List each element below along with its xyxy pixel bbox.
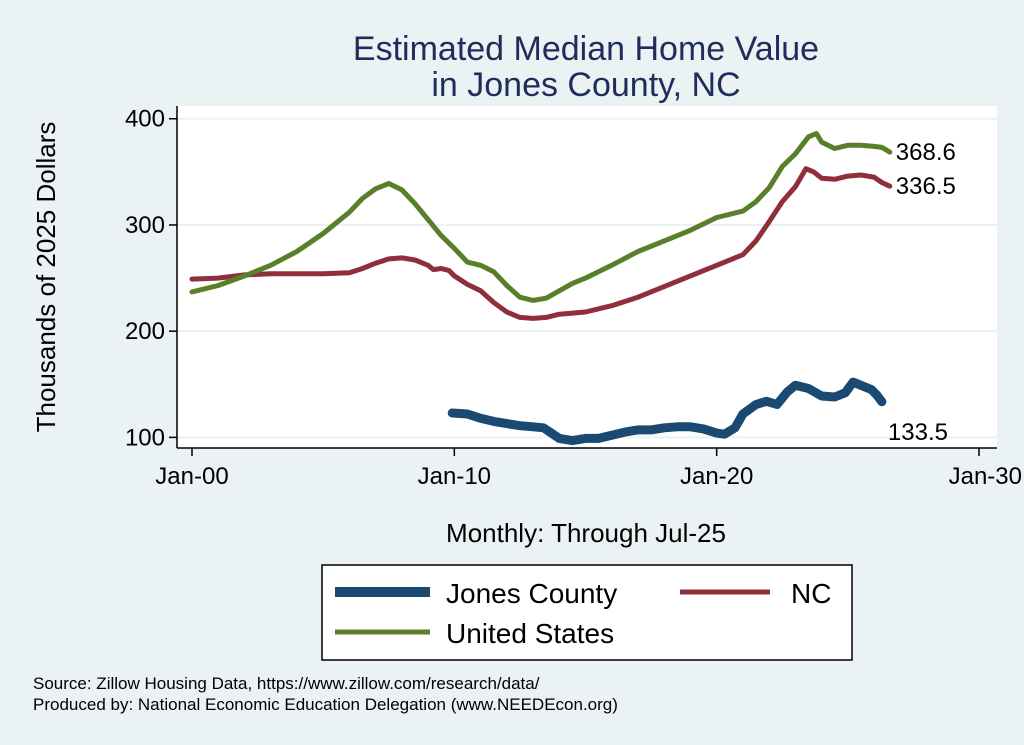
x-axis-title: Monthly: Through Jul-25 [446, 518, 726, 548]
legend-label-nc: NC [791, 578, 831, 609]
y-tick-label-100: 100 [125, 424, 165, 451]
footer-source: Source: Zillow Housing Data, https://www… [33, 674, 540, 693]
end-labels: 133.5 336.5 368.6 [888, 139, 956, 446]
y-tick-label-200: 200 [125, 318, 165, 345]
legend-box [321, 564, 853, 661]
series-line-jones-county [447, 377, 887, 446]
y-tick-label-300: 300 [125, 212, 165, 239]
series-line-nc [189, 166, 893, 321]
x-tick-label-2: Jan-20 [680, 463, 753, 490]
y-tick-label-400: 400 [125, 106, 165, 133]
end-label-nc: 336.5 [896, 173, 956, 200]
x-axis-ticks: Jan-00 Jan-10 Jan-20 Jan-30 [155, 448, 1022, 490]
grid-lines [177, 117, 997, 439]
series-lines [189, 131, 893, 446]
legend-label-united-states: United States [446, 618, 614, 649]
x-tick-label-0: Jan-00 [155, 463, 228, 490]
series-line-united-states [189, 131, 893, 303]
end-label-united-states: 368.6 [896, 139, 956, 166]
y-axis-title: Thousands of 2025 Dollars [31, 122, 61, 433]
legend-label-jones-county: Jones County [446, 578, 617, 609]
footer-produced-by: Produced by: National Economic Education… [33, 695, 618, 714]
x-tick-label-1: Jan-10 [418, 463, 491, 490]
chart-title-line-1: Estimated Median Home Value [353, 30, 819, 68]
end-label-jones-county: 133.5 [888, 419, 948, 446]
x-tick-label-3: Jan-30 [949, 463, 1022, 490]
chart-title-line-2: in Jones County, NC [431, 66, 740, 104]
y-axis-ticks: 100 200 300 400 [125, 106, 177, 451]
